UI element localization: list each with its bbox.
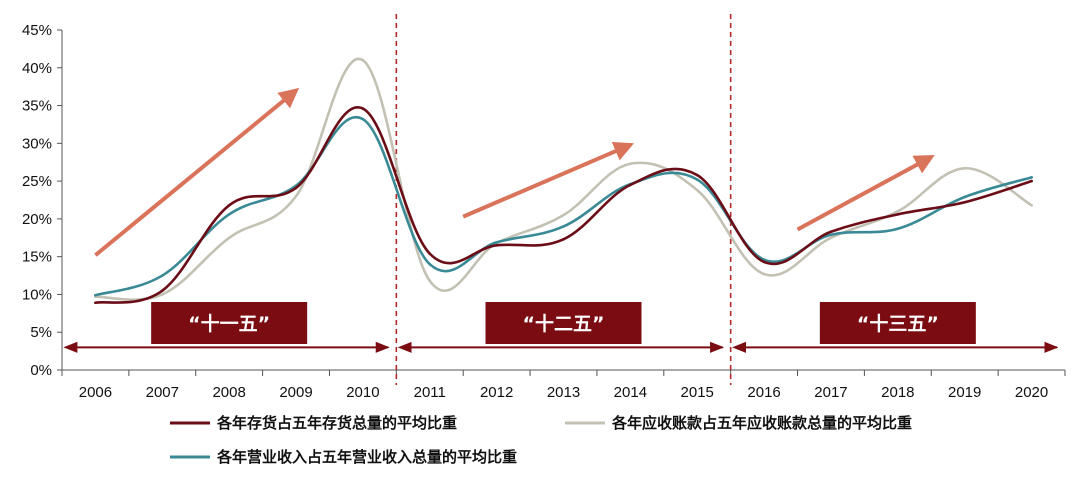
- series-point-2: [695, 188, 699, 192]
- legend-label-3: 各年营业收入占五年营业收入总量的平均比重: [216, 448, 517, 466]
- axes: 0% 5% 10% 15% 20% 25% 30% 35% 40% 45% 2006 2007 2008…: [22, 22, 1066, 401]
- series-point-1: [294, 186, 298, 190]
- period-label: “十三五”: [857, 312, 939, 335]
- series-point-2: [762, 272, 766, 276]
- y-tick-label: 0%: [30, 362, 52, 379]
- trend-arrow: [462, 141, 635, 219]
- x-tick-label: 2009: [279, 384, 312, 401]
- trend-arrow: [796, 155, 935, 232]
- series-point-1: [361, 107, 365, 110]
- y-tick-label: 10%: [22, 286, 52, 303]
- x-tick-label: 2007: [146, 384, 179, 401]
- x-tick-label: 2012: [480, 384, 513, 401]
- y-tick-label: 5%: [30, 324, 52, 341]
- series-point-1: [94, 301, 97, 305]
- x-tick-label: 2013: [547, 384, 580, 401]
- y-tick-label: 35%: [22, 98, 52, 115]
- series-point-2: [227, 236, 231, 240]
- series-point-1: [1030, 179, 1033, 183]
- legend: 各年存货占五年存货总量的平均比重 各年应收账款占五年应收账款总量的平均比重各年营业…: [170, 414, 912, 466]
- series-point-3: [829, 233, 833, 237]
- period-label: “十一五”: [188, 312, 270, 335]
- legend-label-1: 各年存货占五年存货总量的平均比重: [216, 414, 457, 432]
- series-point-1: [829, 230, 833, 234]
- period-box: [819, 302, 976, 344]
- series-point-3: [562, 225, 565, 228]
- series-point-2: [294, 194, 298, 198]
- y-tick-label: 30%: [22, 135, 52, 152]
- y-tick-label: 15%: [22, 249, 52, 266]
- series-line-1: [94, 106, 1033, 305]
- series-point-2: [361, 58, 365, 62]
- series-point-2: [629, 162, 632, 166]
- series-point-2: [428, 279, 432, 283]
- series-point-3: [495, 241, 498, 244]
- x-tick-label: 2018: [881, 384, 914, 401]
- series-point-3: [94, 293, 97, 297]
- series-point-3: [428, 262, 432, 266]
- series-point-1: [896, 213, 900, 216]
- x-tick-label: 2006: [79, 384, 112, 401]
- x-tick-label: 2010: [346, 384, 379, 401]
- series-point-3: [161, 274, 164, 277]
- series-point-1: [762, 260, 766, 264]
- legend-label-2: 各年应收账款占五年应收账款总量的平均比重: [611, 414, 912, 432]
- period-label: “十二五”: [523, 312, 605, 335]
- x-tick-label: 2020: [1015, 384, 1048, 401]
- series-point-1: [562, 237, 565, 241]
- y-tick-label: 25%: [22, 173, 52, 190]
- series-point-1: [161, 289, 164, 292]
- series-point-3: [361, 117, 365, 121]
- series-point-3: [1030, 176, 1033, 179]
- series-point-2: [161, 293, 164, 296]
- period-box: [151, 302, 308, 344]
- period-boxes: “十一五” “十二五” “十三五”: [63, 302, 1059, 353]
- series-point-1: [629, 183, 632, 187]
- x-tick-label: 2017: [814, 384, 847, 401]
- y-tick-label: 20%: [22, 211, 52, 228]
- series-point-1: [227, 203, 231, 207]
- series-point-3: [896, 227, 900, 231]
- y-tick-label: 45%: [22, 22, 52, 39]
- x-tick-label: 2019: [948, 384, 981, 401]
- series-point-1: [495, 244, 498, 247]
- x-tick-label: 2008: [212, 384, 245, 401]
- x-tick-label: 2014: [614, 384, 647, 401]
- series-line-2: [94, 57, 1033, 301]
- series-lines: [94, 57, 1033, 305]
- series-point-1: [963, 200, 966, 204]
- series-point-1: [695, 173, 699, 177]
- series-point-2: [829, 236, 833, 240]
- series-point-3: [963, 195, 966, 199]
- y-tick-label: 40%: [22, 60, 52, 77]
- trend-arrow: [94, 87, 300, 257]
- series-point-2: [896, 210, 900, 213]
- series-point-1: [428, 252, 432, 255]
- series-point-3: [695, 178, 699, 181]
- series-point-2: [963, 166, 966, 170]
- series-line-3: [94, 115, 1033, 297]
- x-tick-label: 2016: [747, 384, 780, 401]
- series-point-3: [227, 213, 231, 216]
- trend-arrows: [94, 87, 935, 257]
- x-tick-label: 2011: [414, 384, 446, 401]
- series-point-2: [562, 213, 565, 217]
- period-dividers: [395, 14, 732, 385]
- period-box: [485, 302, 642, 344]
- series-point-2: [1030, 203, 1033, 207]
- x-tick-label: 2015: [681, 384, 714, 401]
